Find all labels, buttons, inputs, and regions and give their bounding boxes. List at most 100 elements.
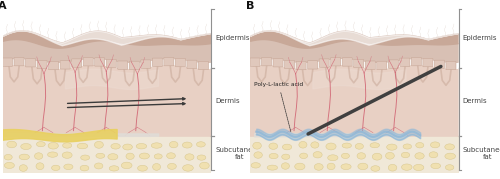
Ellipse shape — [445, 153, 456, 159]
Ellipse shape — [430, 142, 440, 148]
Ellipse shape — [196, 142, 205, 147]
Ellipse shape — [311, 142, 319, 148]
Ellipse shape — [326, 143, 336, 150]
Ellipse shape — [111, 144, 120, 149]
FancyBboxPatch shape — [377, 61, 387, 70]
FancyBboxPatch shape — [106, 59, 117, 68]
Text: Epidermis: Epidermis — [462, 35, 497, 42]
FancyBboxPatch shape — [141, 60, 151, 68]
FancyBboxPatch shape — [94, 58, 104, 66]
Ellipse shape — [431, 163, 440, 169]
Ellipse shape — [328, 155, 338, 161]
Ellipse shape — [109, 166, 119, 171]
Ellipse shape — [251, 163, 260, 168]
Ellipse shape — [282, 144, 292, 150]
Text: A: A — [0, 1, 7, 11]
Ellipse shape — [36, 163, 44, 170]
Text: Subcutaneous
fat: Subcutaneous fat — [462, 147, 500, 160]
Ellipse shape — [140, 153, 149, 159]
FancyBboxPatch shape — [319, 59, 329, 67]
FancyBboxPatch shape — [388, 60, 398, 68]
FancyBboxPatch shape — [273, 59, 283, 67]
FancyBboxPatch shape — [262, 57, 272, 66]
Ellipse shape — [182, 165, 194, 171]
Ellipse shape — [294, 163, 305, 170]
Ellipse shape — [36, 142, 45, 147]
FancyBboxPatch shape — [198, 61, 208, 70]
FancyBboxPatch shape — [14, 57, 24, 66]
Ellipse shape — [64, 164, 73, 170]
Ellipse shape — [355, 144, 364, 149]
Ellipse shape — [327, 163, 335, 170]
FancyBboxPatch shape — [152, 58, 162, 67]
Ellipse shape — [170, 141, 178, 148]
FancyBboxPatch shape — [83, 57, 93, 66]
Ellipse shape — [126, 153, 134, 159]
Ellipse shape — [342, 143, 351, 148]
Ellipse shape — [7, 141, 16, 148]
Ellipse shape — [34, 153, 43, 159]
Ellipse shape — [94, 141, 104, 148]
Ellipse shape — [182, 142, 192, 148]
Ellipse shape — [4, 154, 12, 160]
Ellipse shape — [282, 154, 290, 159]
FancyBboxPatch shape — [130, 61, 140, 70]
Ellipse shape — [341, 164, 351, 170]
FancyBboxPatch shape — [342, 58, 352, 66]
FancyBboxPatch shape — [330, 57, 340, 66]
Ellipse shape — [299, 141, 307, 148]
Text: Dermis: Dermis — [215, 98, 240, 104]
Text: Dermis: Dermis — [462, 98, 487, 104]
Ellipse shape — [48, 142, 58, 149]
Ellipse shape — [94, 163, 103, 169]
Ellipse shape — [154, 154, 162, 159]
Ellipse shape — [370, 143, 380, 148]
FancyBboxPatch shape — [48, 61, 58, 70]
Ellipse shape — [314, 164, 323, 170]
Ellipse shape — [402, 164, 412, 170]
Ellipse shape — [416, 142, 424, 148]
Ellipse shape — [52, 165, 60, 171]
Ellipse shape — [108, 154, 118, 160]
Text: Poly-L-lactic acid: Poly-L-lactic acid — [254, 82, 304, 132]
Ellipse shape — [282, 163, 290, 169]
Ellipse shape — [152, 143, 162, 148]
Ellipse shape — [386, 144, 397, 150]
Ellipse shape — [166, 153, 175, 159]
FancyBboxPatch shape — [365, 61, 376, 69]
FancyBboxPatch shape — [412, 57, 422, 66]
Ellipse shape — [168, 163, 176, 169]
Ellipse shape — [403, 144, 411, 149]
Ellipse shape — [48, 152, 58, 157]
FancyBboxPatch shape — [434, 60, 444, 69]
Text: B: B — [246, 1, 254, 11]
Ellipse shape — [414, 164, 424, 171]
Ellipse shape — [313, 152, 322, 158]
Text: Subcutaneous
fat: Subcutaneous fat — [215, 147, 265, 160]
Ellipse shape — [254, 152, 262, 158]
Ellipse shape — [19, 154, 30, 160]
FancyBboxPatch shape — [308, 61, 318, 69]
FancyBboxPatch shape — [164, 57, 174, 66]
Ellipse shape — [123, 144, 132, 150]
FancyBboxPatch shape — [72, 59, 82, 67]
Text: Epidermis: Epidermis — [215, 35, 250, 42]
Ellipse shape — [152, 164, 160, 170]
Ellipse shape — [300, 153, 308, 159]
Ellipse shape — [415, 153, 424, 159]
Ellipse shape — [4, 162, 15, 168]
FancyBboxPatch shape — [250, 58, 260, 66]
Ellipse shape — [269, 143, 278, 149]
FancyBboxPatch shape — [284, 60, 294, 69]
Ellipse shape — [445, 144, 454, 150]
Ellipse shape — [21, 144, 31, 149]
Ellipse shape — [122, 162, 132, 169]
Ellipse shape — [386, 152, 394, 159]
Ellipse shape — [136, 144, 146, 149]
Ellipse shape — [446, 165, 454, 170]
FancyBboxPatch shape — [296, 61, 306, 70]
Ellipse shape — [269, 153, 278, 159]
Ellipse shape — [138, 165, 147, 171]
Ellipse shape — [197, 155, 206, 160]
Ellipse shape — [372, 153, 382, 160]
